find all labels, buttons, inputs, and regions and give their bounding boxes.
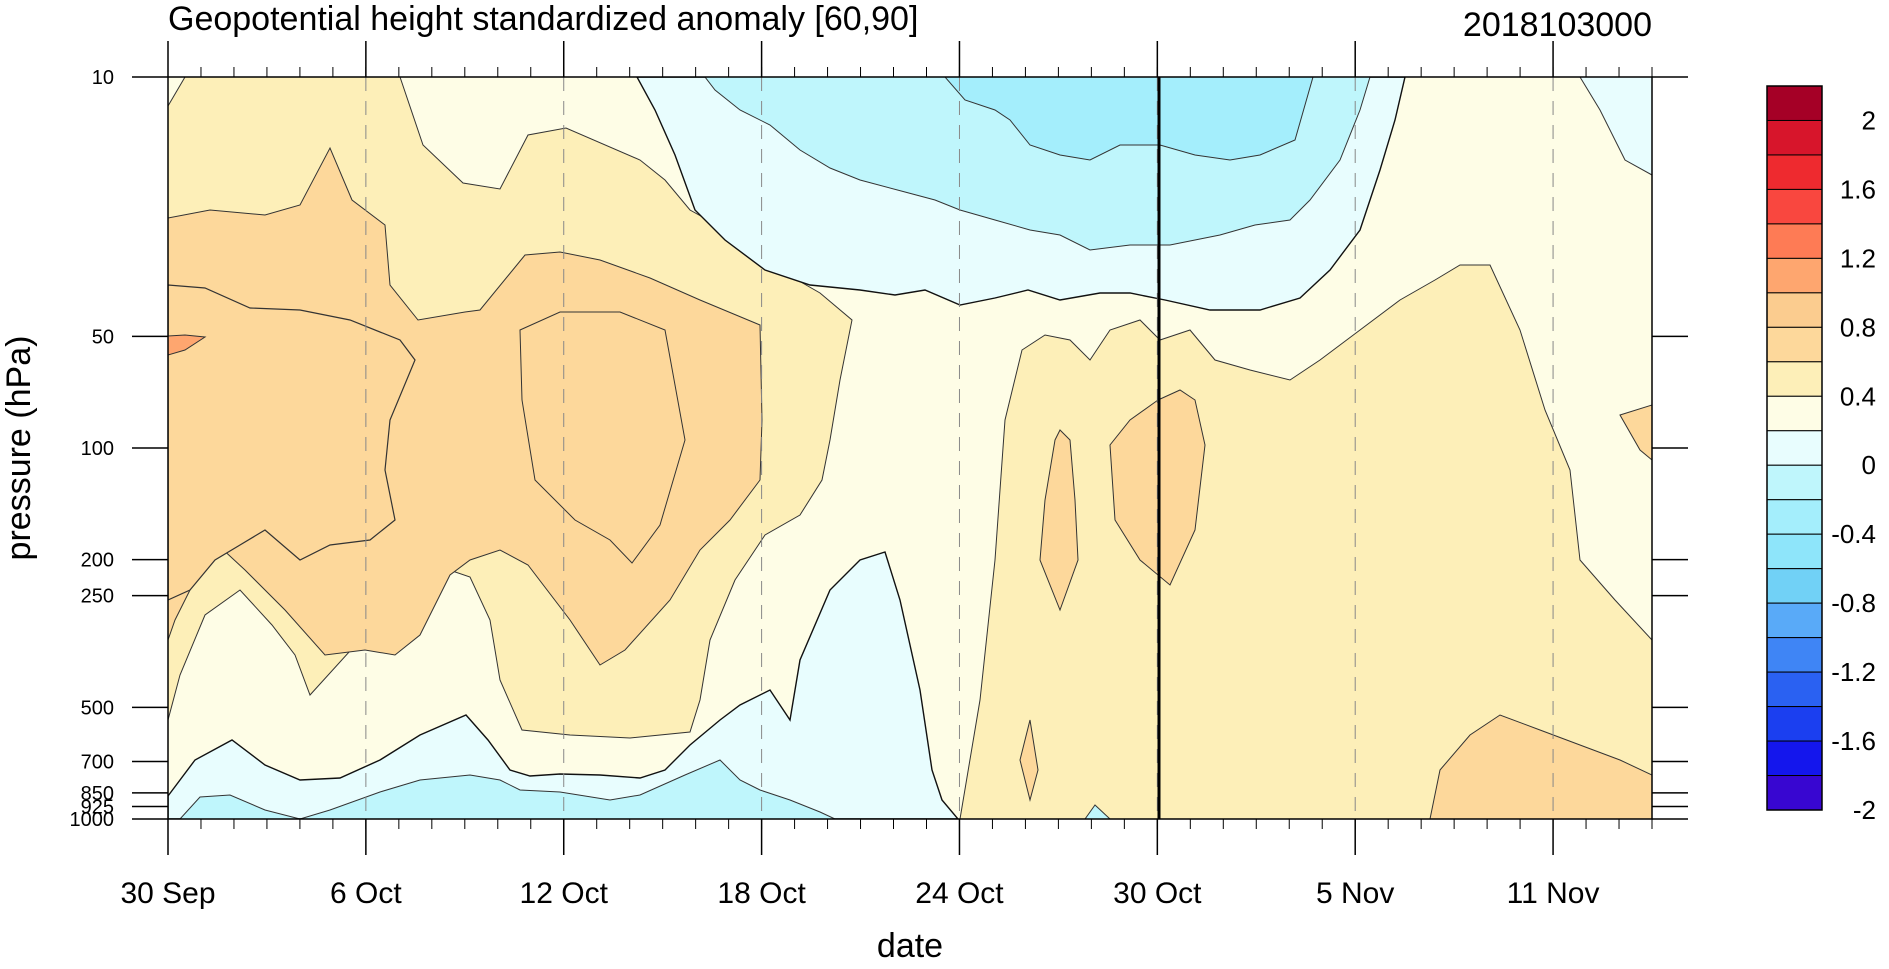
colorbar-label: -1.6 <box>1831 726 1876 756</box>
contour-region-center-warm-peak1 <box>1039 429 1079 612</box>
x-ticks: 30 Sep 6 Oct 12 Oct 18 Oct 24 Oct 30 Oct 5 Nov… <box>120 41 1653 910</box>
colorbar-swatch <box>1766 671 1823 708</box>
x-tick-label: 12 Oct <box>520 877 609 910</box>
colorbar-label: -0.8 <box>1831 588 1876 618</box>
y-tick-label: 250 <box>81 586 114 608</box>
contour-region-center-warm-low <box>1019 719 1039 802</box>
y-tick-label: 50 <box>92 326 114 348</box>
chart-title: Geopotential height standardized anomaly… <box>168 0 918 38</box>
plot-frame <box>167 76 1653 820</box>
y-tick-label: 1000 <box>70 809 115 831</box>
colorbar-label: 2 <box>1862 105 1876 135</box>
contour-region-top-right-cool <box>1579 77 1652 176</box>
colorbar-label: 1.2 <box>1840 243 1876 273</box>
colorbar-swatch <box>1766 568 1823 604</box>
colorbar-label: -0.4 <box>1831 519 1876 549</box>
contour-region-max <box>168 334 207 356</box>
colorbar-swatch <box>1766 154 1823 190</box>
colorbar-swatch <box>1766 740 1823 777</box>
x-tick-label: 30 Oct <box>1113 877 1202 910</box>
colorbar-swatch <box>1766 188 1823 225</box>
x-tick-label: 6 Oct <box>330 877 402 910</box>
x-tick-label: 5 Nov <box>1316 877 1394 910</box>
colorbar-swatch <box>1766 119 1823 156</box>
colorbar-swatch <box>1766 637 1823 673</box>
colorbar-swatch <box>1766 395 1823 432</box>
colorbar-label: -1.2 <box>1831 657 1876 687</box>
y-tick-label: 700 <box>81 752 114 774</box>
colorbar-swatch <box>1766 430 1823 466</box>
y-tick-label: 200 <box>81 550 114 572</box>
colorbar-swatch <box>1766 257 1823 294</box>
colorbar-label: -2 <box>1853 795 1876 825</box>
colorbar-frame <box>1766 85 1823 811</box>
colorbar-swatch <box>1766 464 1823 501</box>
x-axis-title: date <box>877 927 943 965</box>
contour-region-lower-left-cool-inner <box>179 759 836 819</box>
colorbar-swatch <box>1766 85 1823 121</box>
y-tick-label: 850 <box>81 783 114 805</box>
x-tick-label: 18 Oct <box>717 877 806 910</box>
y-tick-label: 925 <box>81 796 114 818</box>
plot-area <box>168 77 1652 819</box>
colorbar-swatch <box>1766 223 1823 259</box>
contour-region-center-warm <box>959 264 1652 819</box>
colorbar-swatch <box>1766 499 1823 535</box>
colorbar-swatch <box>1766 533 1823 570</box>
x-tick-label: 11 Nov <box>1507 877 1600 910</box>
contour-region-lower-left-cool <box>168 551 959 819</box>
x-tick-label: 24 Oct <box>915 877 1004 910</box>
x-tick-label: 30 Sep <box>120 877 215 910</box>
y-tick-label: 10 <box>92 67 114 89</box>
date-stamp: 2018103000 <box>1463 6 1652 44</box>
contour-region-lower-mid-cool <box>1084 804 1111 819</box>
colorbar-label: 0.8 <box>1840 312 1876 342</box>
contour-region-lower-right-warm <box>1429 714 1652 819</box>
colorbar: 2 1.6 1.2 0.8 0.4 0 -0.4 -0.8 -1.2 -1.6 -2 <box>1766 85 1876 825</box>
y-tick-label: 500 <box>81 697 114 719</box>
colorbar-swatch <box>1766 706 1823 742</box>
colorbar-swatch <box>1766 775 1823 811</box>
y-axis-title: pressure (hPa) <box>0 336 38 561</box>
colorbar-label: 0.4 <box>1840 381 1876 411</box>
colorbar-label: 1.6 <box>1840 174 1876 204</box>
y-tick-label: 100 <box>81 438 114 460</box>
contour-region-upper-left-peak <box>168 284 416 601</box>
colorbar-swatch <box>1766 361 1823 397</box>
day-grid <box>365 77 1554 819</box>
contour-region-right-edge-warm <box>1619 404 1652 461</box>
colorbar-swatch <box>1766 602 1823 639</box>
colorbar-swatch <box>1766 326 1823 363</box>
contour-region-upper-left-orange-inner <box>519 311 686 564</box>
colorbar-swatch <box>1766 292 1823 328</box>
colorbar-label: 0 <box>1862 450 1876 480</box>
contour-region-top-cool-core <box>944 77 1314 161</box>
